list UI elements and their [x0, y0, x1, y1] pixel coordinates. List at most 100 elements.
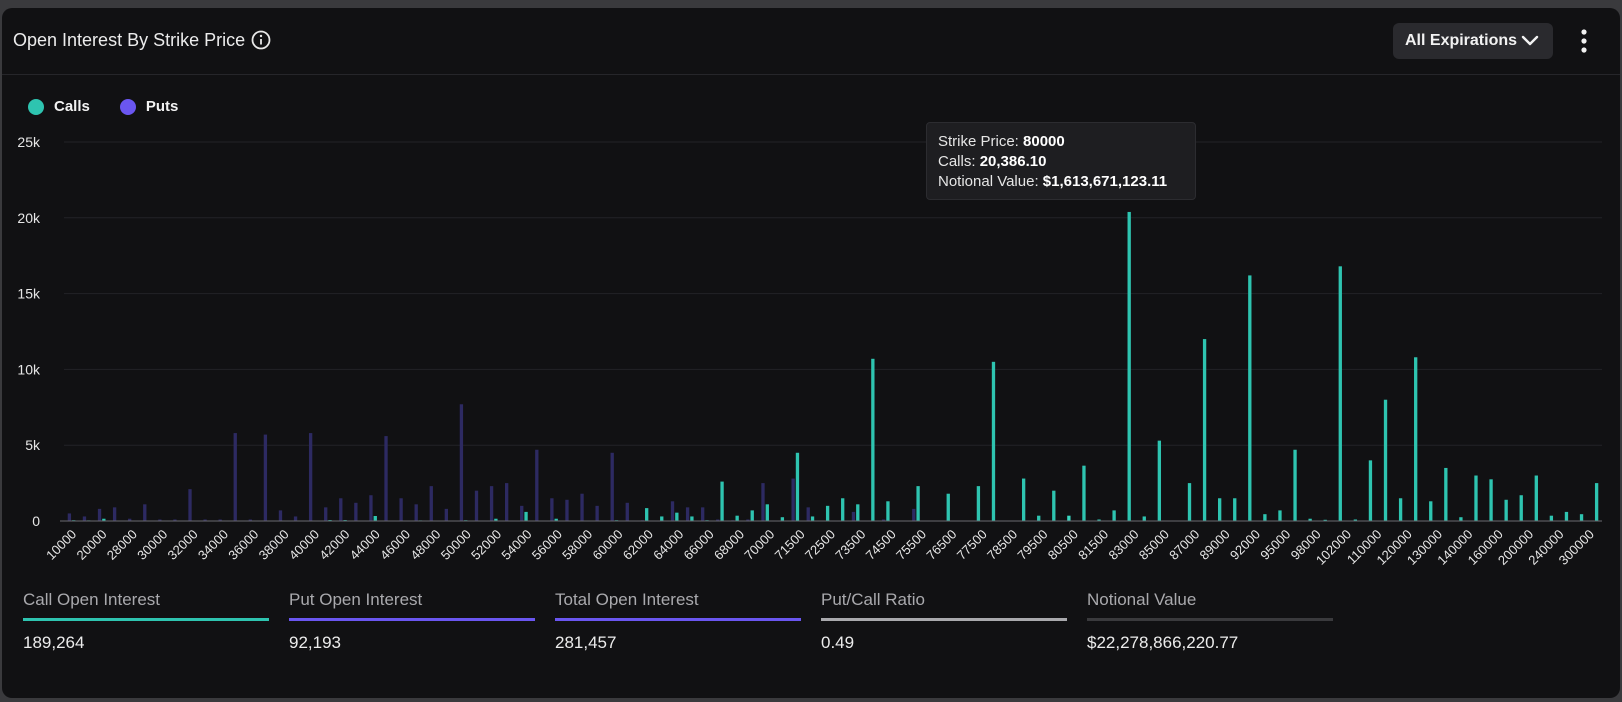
call-bar	[690, 516, 694, 521]
put-bar	[293, 516, 298, 521]
chart-tooltip: Strike Price: 80000 Calls: 20,386.10 Not…	[926, 122, 1196, 200]
put-bar	[565, 499, 569, 521]
expiration-dropdown[interactable]: All Expirations	[1393, 23, 1553, 59]
stat-call-open-interest: Call Open Interest 189,264	[23, 590, 269, 653]
x-tick-label: 79500	[1014, 527, 1050, 563]
call-bar	[1594, 483, 1599, 521]
put-bar	[308, 433, 313, 521]
x-tick-label: 83000	[1105, 527, 1141, 563]
put-bar	[218, 519, 222, 521]
x-tick-label: 54000	[498, 527, 534, 563]
call-bar	[1218, 498, 1222, 521]
call-bar	[765, 504, 769, 521]
put-bar	[414, 504, 418, 521]
x-tick-label: 36000	[225, 527, 261, 563]
x-tick-label: 85000	[1136, 527, 1172, 563]
x-tick-label: 52000	[468, 527, 504, 563]
call-bar	[1263, 514, 1267, 521]
put-bar	[504, 483, 509, 521]
put-bar	[851, 511, 856, 521]
call-bar	[1278, 510, 1282, 521]
stat-underline	[289, 618, 535, 621]
stat-label: Call Open Interest	[23, 590, 161, 609]
stat-label: Notional Value	[1087, 590, 1197, 609]
x-tick-label: 50000	[438, 527, 474, 563]
x-tick-label: 76500	[923, 527, 959, 563]
tooltip-calls-label: Calls:	[938, 153, 980, 170]
put-bar	[112, 507, 117, 521]
open-interest-chart[interactable]: 0 5k 10k 15k 20k 25k 1000020000280003000032000…	[2, 118, 1620, 580]
stat-total-open-interest: Total Open Interest 281,457	[555, 590, 801, 653]
put-bar	[278, 510, 283, 521]
x-tick-label: 28000	[104, 527, 140, 563]
card-header: Open Interest By Strike Price All Expira…	[2, 8, 1620, 75]
stat-label: Put/Call Ratio	[821, 590, 925, 609]
call-bar	[1564, 511, 1569, 521]
call-bar	[524, 511, 528, 521]
x-tick-label: 74500	[863, 527, 899, 563]
x-tick-label: 81500	[1075, 527, 1111, 563]
x-tick-label: 68000	[711, 527, 747, 563]
call-bar	[1338, 266, 1342, 521]
call-bar	[675, 512, 679, 521]
x-tick-label: 58000	[559, 527, 595, 563]
call-bar	[946, 493, 950, 521]
tooltip-strike-label: Strike Price:	[938, 133, 1024, 150]
call-bar	[1157, 440, 1162, 521]
stat-label: Put Open Interest	[289, 590, 423, 609]
info-icon[interactable]	[251, 30, 271, 50]
open-interest-card: Open Interest By Strike Price All Expira…	[2, 8, 1620, 698]
x-tick-label: 30000	[134, 527, 170, 563]
put-bar	[67, 513, 72, 521]
tooltip-notional: Notional Value: $1,613,671,123.11	[938, 172, 1184, 192]
x-tick-label: 64000	[650, 527, 686, 563]
kebab-menu-icon[interactable]	[1576, 28, 1592, 54]
x-tick-label: 44000	[347, 527, 383, 563]
put-bar	[354, 502, 358, 521]
x-tick-label: 66000	[681, 527, 717, 563]
put-bar	[459, 404, 464, 521]
stat-label: Total Open Interest	[555, 590, 699, 609]
call-bar	[871, 358, 875, 521]
call-bar	[856, 504, 860, 521]
legend-dot-puts	[119, 98, 136, 115]
call-bar	[660, 516, 664, 521]
call-bar	[750, 510, 754, 521]
x-tick-label: 77500	[954, 527, 990, 563]
call-bar	[1067, 515, 1071, 521]
x-tick-label: 70000	[741, 527, 777, 563]
put-bar	[716, 519, 720, 521]
put-bar	[610, 452, 614, 521]
put-bar	[263, 434, 268, 521]
put-bar	[595, 505, 599, 521]
x-tick-label: 60000	[589, 527, 625, 563]
stat-underline	[821, 618, 1067, 621]
put-bar	[339, 498, 343, 521]
y-tick-label: 5k	[25, 437, 41, 453]
put-bar	[188, 489, 192, 521]
stat-underline	[1087, 618, 1333, 621]
call-bar	[841, 498, 845, 521]
legend-item-calls[interactable]: Calls	[28, 98, 90, 115]
legend-item-puts[interactable]: Puts	[119, 98, 178, 115]
tooltip-strike-value: 80000	[1023, 133, 1065, 150]
put-bar	[520, 505, 524, 521]
call-bar	[1353, 519, 1358, 521]
put-bar	[685, 507, 690, 521]
put-bar	[128, 518, 132, 521]
put-bar	[143, 504, 147, 521]
legend-dot-calls	[28, 98, 44, 115]
x-tick-label: 75500	[893, 527, 929, 563]
call-bar	[825, 505, 830, 521]
call-bar	[810, 516, 815, 521]
put-bar	[489, 486, 494, 521]
put-bar	[369, 495, 373, 521]
call-bar	[1504, 499, 1508, 521]
x-tick-label: 48000	[407, 527, 443, 563]
put-bar	[746, 519, 750, 521]
call-bar	[1202, 339, 1207, 521]
chevron-down-icon	[1521, 35, 1539, 46]
call-bar	[1037, 515, 1041, 521]
stat-underline	[23, 618, 269, 621]
call-bar	[1293, 449, 1297, 521]
